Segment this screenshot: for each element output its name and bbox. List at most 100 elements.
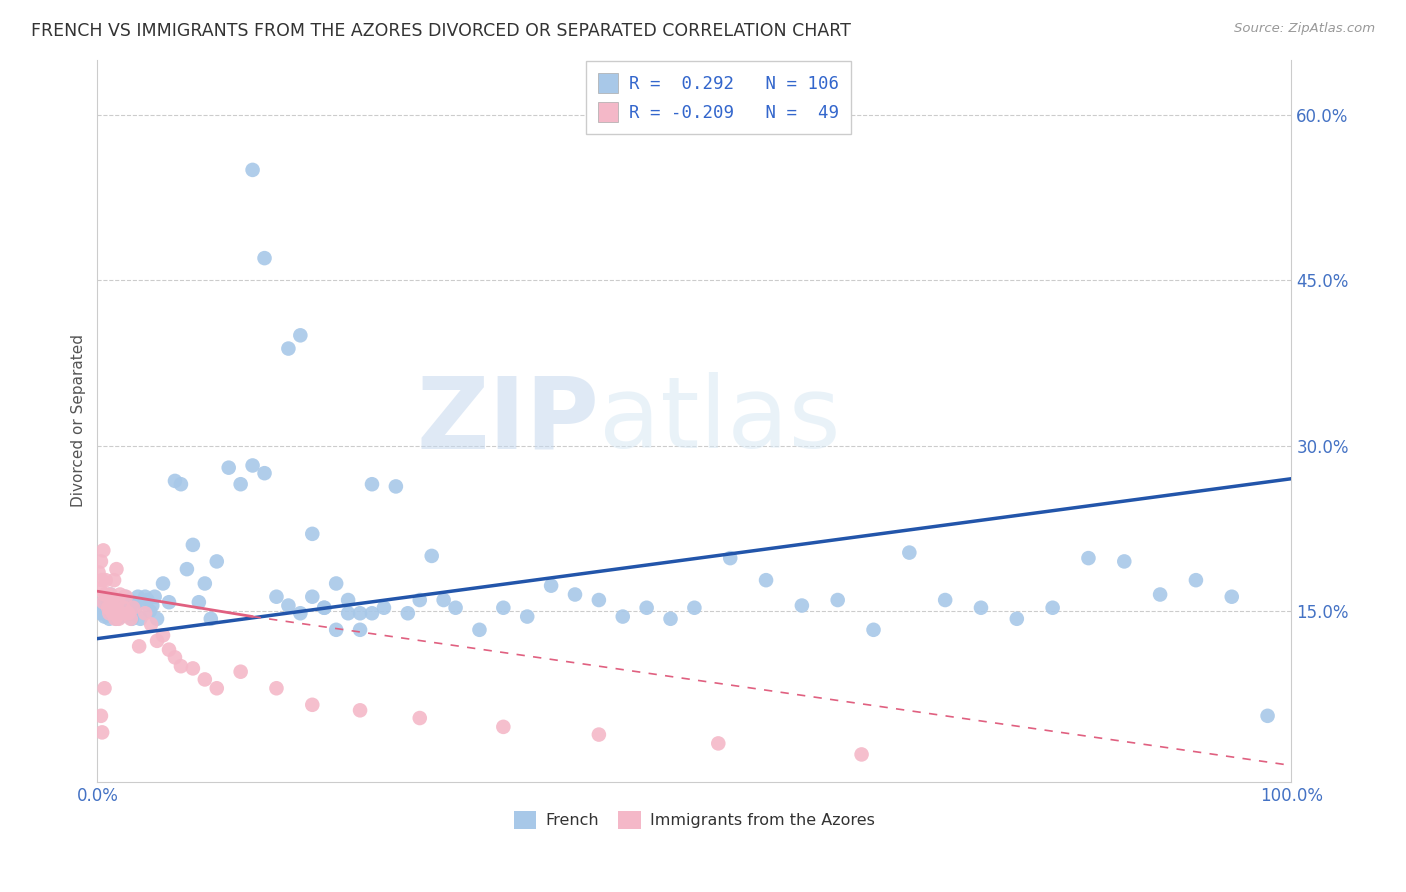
Point (361, 477, 384, 491)
Point (152, 576, 174, 591)
Point (136, 593, 159, 607)
Point (98, 612, 121, 626)
Point (118, 599, 141, 613)
Point (163, 650, 186, 665)
Point (163, 474, 186, 488)
Point (103, 599, 125, 613)
Point (290, 607, 312, 621)
Point (108, 604, 131, 618)
Point (139, 604, 162, 618)
Point (325, 623, 347, 637)
Point (253, 251, 276, 265)
Point (396, 607, 419, 621)
Point (851, 747, 873, 762)
Point (112, 600, 135, 615)
Point (115, 600, 138, 615)
Point (108, 599, 131, 613)
Point (194, 673, 217, 687)
Point (110, 609, 132, 624)
Point (105, 612, 128, 626)
Point (121, 612, 143, 626)
Point (141, 599, 163, 613)
Point (115, 590, 138, 604)
Point (612, 609, 634, 624)
Point (349, 623, 371, 637)
Point (790, 599, 813, 613)
Point (108, 587, 131, 601)
Point (181, 661, 204, 675)
Point (100, 587, 122, 601)
Point (564, 587, 586, 601)
Point (96, 607, 118, 621)
Point (96, 587, 118, 601)
Point (349, 607, 371, 621)
Point (107, 595, 129, 609)
Point (146, 612, 169, 626)
Point (205, 554, 228, 568)
Point (101, 607, 124, 621)
Point (152, 628, 174, 642)
Point (107, 607, 129, 621)
Point (301, 526, 323, 541)
Point (176, 562, 198, 576)
Point (290, 328, 312, 343)
Point (94, 573, 117, 587)
Point (134, 607, 156, 621)
Point (103, 573, 125, 587)
Point (115, 607, 138, 622)
Point (146, 633, 169, 648)
Point (898, 546, 921, 560)
Point (157, 595, 180, 609)
Point (242, 458, 264, 473)
Point (588, 728, 610, 742)
Point (373, 600, 395, 615)
Point (540, 579, 562, 593)
Point (94, 593, 117, 607)
Point (93, 609, 115, 624)
Point (349, 703, 371, 717)
Point (120, 612, 142, 626)
Point (516, 609, 538, 624)
Point (277, 599, 299, 613)
Point (91, 573, 114, 587)
Point (205, 681, 228, 696)
Point (90, 607, 112, 621)
Point (229, 477, 252, 491)
Point (492, 720, 515, 734)
Legend: French, Immigrants from the Azores: French, Immigrants from the Azores (508, 805, 882, 836)
Point (1149, 587, 1171, 601)
Point (827, 593, 849, 607)
Point (468, 623, 491, 637)
Point (170, 659, 193, 673)
Point (229, 665, 252, 679)
Point (242, 162, 264, 177)
Point (707, 736, 730, 750)
Point (101, 607, 124, 621)
Point (93, 681, 115, 696)
Point (97, 600, 120, 615)
Point (1114, 554, 1136, 568)
Point (143, 590, 166, 604)
Point (128, 640, 150, 654)
Point (636, 600, 658, 615)
Point (89, 604, 111, 618)
Point (337, 593, 360, 607)
Point (129, 612, 152, 626)
Point (187, 595, 209, 609)
Point (132, 595, 155, 609)
Point (124, 600, 146, 615)
Point (314, 600, 336, 615)
Text: Source: ZipAtlas.com: Source: ZipAtlas.com (1234, 22, 1375, 36)
Point (97, 602, 120, 616)
Point (91, 595, 114, 609)
Point (194, 576, 217, 591)
Point (111, 595, 134, 609)
Point (117, 593, 139, 607)
Point (934, 593, 956, 607)
Point (100, 604, 122, 618)
Point (659, 612, 682, 626)
Point (970, 600, 993, 615)
Point (122, 595, 145, 609)
Point (1005, 612, 1028, 626)
Text: atlas: atlas (599, 372, 841, 469)
